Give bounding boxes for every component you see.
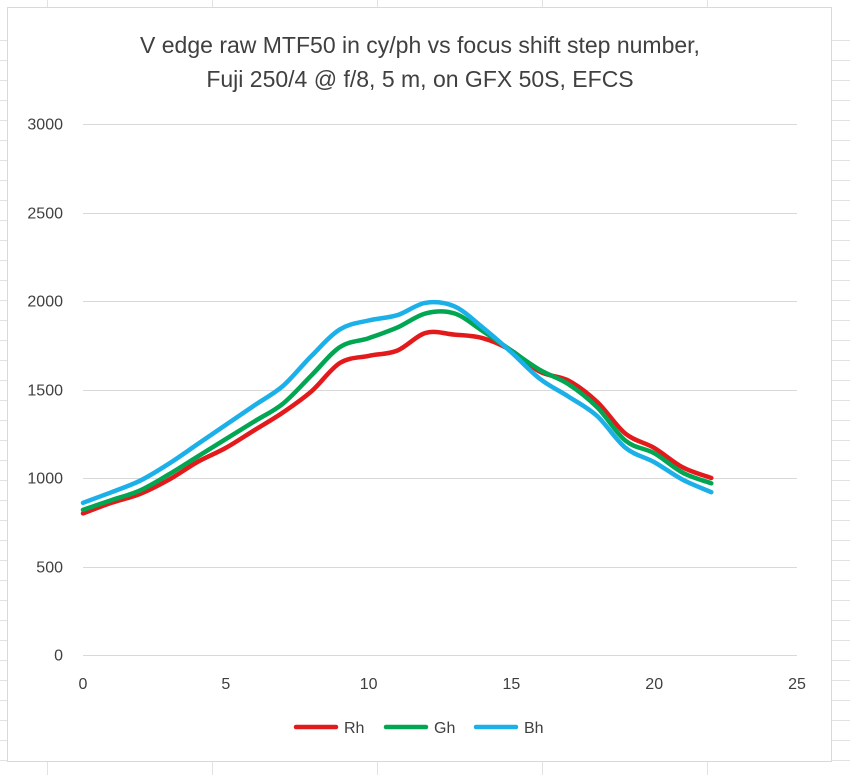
chart-title-line-2: Fuji 250/4 @ f/8, 5 m, on GFX 50S, EFCS: [206, 66, 633, 92]
y-tick-label: 2000: [27, 294, 63, 311]
x-axis: 0 5 10 15 20 25: [79, 676, 806, 693]
legend: Rh Gh Bh: [293, 720, 544, 737]
x-tick-label: 0: [79, 676, 88, 693]
y-tick-label: 500: [36, 560, 63, 577]
series-line-gh: [80, 309, 714, 513]
chart-area[interactable]: 0 500 1000 1500 2000 2500 3000 0 5 10 15 20 25 V ed…: [7, 7, 832, 762]
y-tick-label: 1500: [27, 383, 63, 400]
x-tick-label: 10: [360, 676, 378, 693]
chart-title-line-1: V edge raw MTF50 in cy/ph vs focus shift…: [140, 32, 700, 58]
line-chart: 0 500 1000 1500 2000 2500 3000 0 5 10 15 20 25 V ed…: [27, 32, 806, 737]
y-tick-label: 0: [54, 648, 63, 665]
x-tick-label: 15: [503, 676, 521, 693]
y-tick-label: 2500: [27, 206, 63, 223]
legend-label-rh: Rh: [344, 720, 364, 737]
series-line-bh: [80, 299, 714, 506]
y-tick-label: 3000: [27, 117, 63, 134]
legend-label-gh: Gh: [434, 720, 455, 737]
x-tick-label: 20: [645, 676, 663, 693]
gridlines: [83, 124, 797, 656]
series-line-rh: [80, 329, 714, 516]
y-tick-label: 1000: [27, 471, 63, 488]
y-axis: 0 500 1000 1500 2000 2500 3000: [27, 117, 63, 665]
x-tick-label: 25: [788, 676, 806, 693]
x-tick-label: 5: [221, 676, 230, 693]
plot-series: [80, 299, 714, 516]
legend-label-bh: Bh: [524, 720, 544, 737]
